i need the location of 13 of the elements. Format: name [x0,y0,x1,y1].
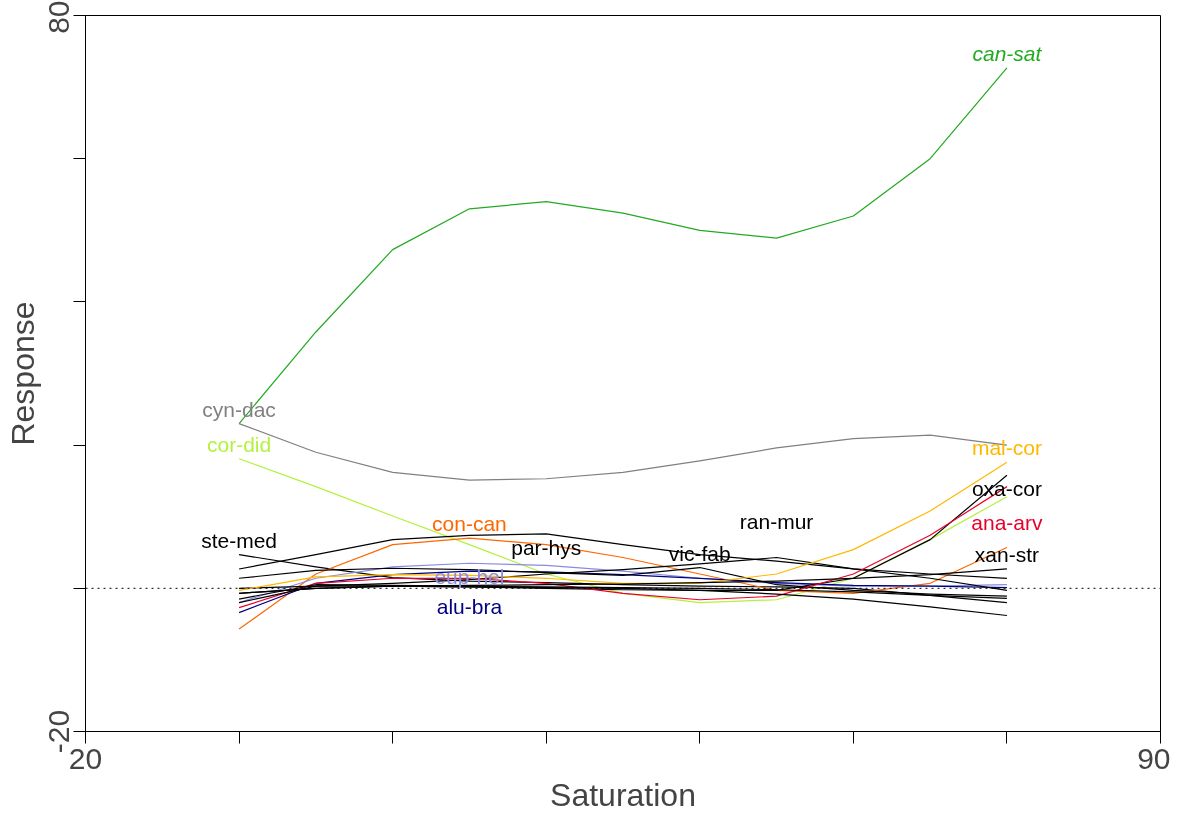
series-label: alu-bra [436,595,503,619]
y-tick-label: 80 [41,0,75,34]
series-label: con-can [432,512,507,536]
series-label: ste-med [201,528,277,552]
series-label: ana-arv [971,510,1044,534]
series-label: mal-cor [971,436,1042,460]
y-axis-title: Response [4,301,41,446]
x-tick-label: 90 [1137,741,1171,775]
series-label: can-sat [972,41,1043,65]
series-label: eup-hel [434,565,505,589]
series-label: cor-did [206,432,272,456]
series-label: ran-mur [739,509,814,533]
x-axis-title: Saturation [550,776,696,813]
